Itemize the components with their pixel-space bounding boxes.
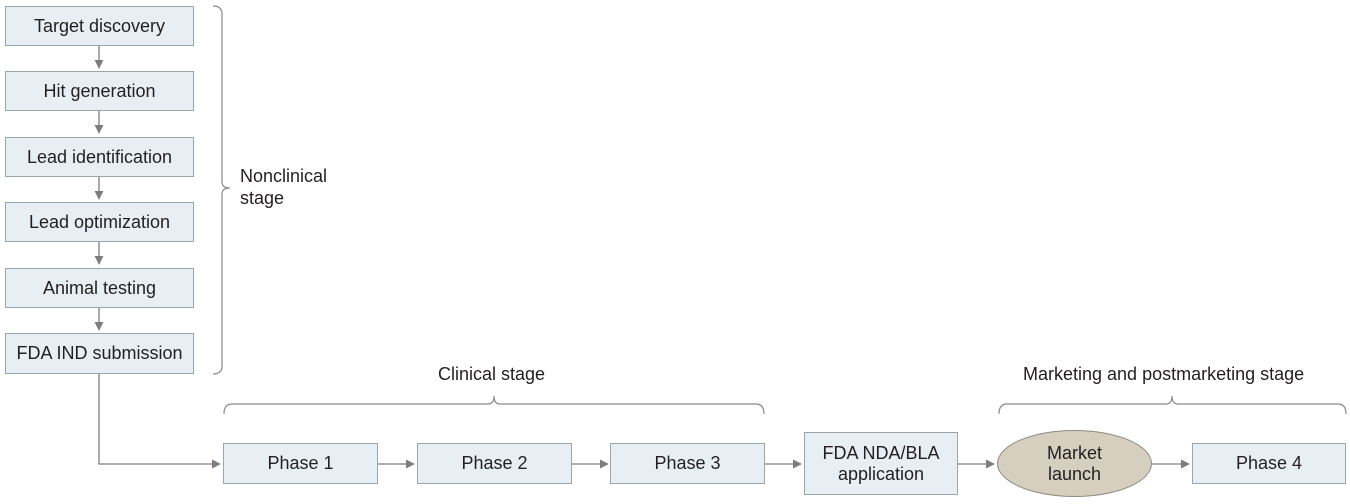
nonclinical-stage-label: Nonclinical stage (240, 166, 328, 208)
step-label: Hit generation (43, 80, 156, 101)
nonclinical-brace (212, 5, 231, 375)
step-label: Animal testing (42, 277, 157, 298)
step-animal-testing: Animal testing (5, 268, 194, 308)
phase-2-box: Phase 2 (417, 443, 572, 484)
phase-label: Phase 3 (654, 453, 721, 473)
step-lead-optimization: Lead optimization (5, 202, 194, 242)
marketing-brace (998, 395, 1347, 415)
step-fda-ind-submission: FDA IND submission (5, 333, 194, 374)
step-label: Lead identification (26, 146, 173, 167)
step-hit-generation: Hit generation (5, 71, 194, 111)
phase-label: Phase 4 (1235, 453, 1303, 473)
phase-4-box: Phase 4 (1192, 443, 1346, 484)
fda-label: FDA NDA/BLA application (822, 442, 940, 484)
step-label: Lead optimization (28, 211, 171, 232)
step-label: Target discovery (33, 15, 166, 36)
arrow-ind-to-phase1 (98, 374, 221, 469)
step-lead-identification: Lead identification (5, 137, 194, 177)
fda-nda-bla-box: FDA NDA/BLA application (804, 432, 958, 495)
phase-label: Phase 1 (267, 453, 334, 473)
phase-label: Phase 2 (461, 453, 528, 473)
clinical-brace (223, 395, 765, 415)
launch-label: Market launch (1046, 442, 1102, 484)
marketing-stage-label: Marketing and postmarketing stage (1023, 364, 1305, 384)
market-launch-oval: Market launch (997, 430, 1152, 497)
step-target-discovery: Target discovery (5, 6, 194, 46)
phase-1-box: Phase 1 (223, 443, 378, 484)
step-label: FDA IND submission (16, 343, 183, 363)
clinical-stage-label: Clinical stage (438, 364, 546, 384)
phase-3-box: Phase 3 (610, 443, 765, 484)
